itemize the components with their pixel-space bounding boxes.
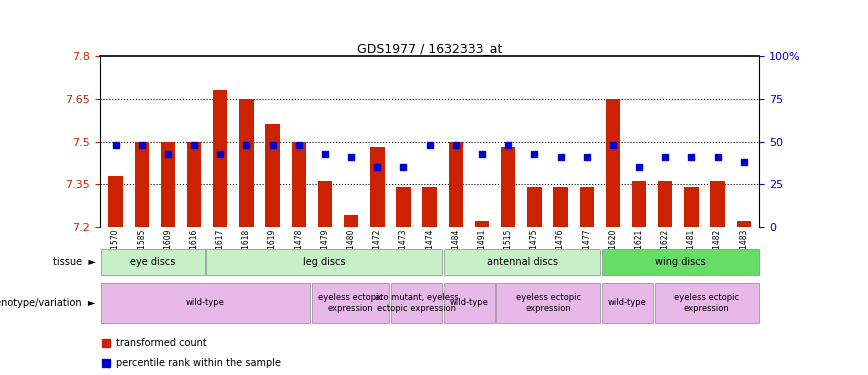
Text: genotype/variation  ►: genotype/variation ► <box>0 298 95 308</box>
Bar <box>527 187 542 227</box>
Bar <box>553 187 568 227</box>
Bar <box>108 176 122 227</box>
Bar <box>391 283 442 322</box>
Text: percentile rank within the sample: percentile rank within the sample <box>116 358 281 368</box>
Bar <box>632 182 647 227</box>
Text: wing discs: wing discs <box>655 256 706 267</box>
Bar <box>101 283 310 322</box>
Text: antennal discs: antennal discs <box>487 256 557 267</box>
Bar <box>187 141 201 227</box>
Bar <box>207 249 442 274</box>
Bar <box>423 187 437 227</box>
Bar <box>240 99 253 227</box>
Bar <box>318 182 332 227</box>
Text: wild-type: wild-type <box>608 298 647 307</box>
Title: GDS1977 / 1632333_at: GDS1977 / 1632333_at <box>357 42 503 55</box>
Bar <box>312 283 389 322</box>
Bar <box>444 249 601 274</box>
Text: eyeless ectopic
expression: eyeless ectopic expression <box>318 293 383 312</box>
Bar <box>684 187 699 227</box>
Bar <box>266 124 279 227</box>
Text: wild-type: wild-type <box>186 298 225 307</box>
Text: eyeless ectopic
expression: eyeless ectopic expression <box>516 293 581 312</box>
Bar <box>292 141 306 227</box>
Bar <box>654 283 759 322</box>
Bar <box>658 182 673 227</box>
Text: eyeless ectopic
expression: eyeless ectopic expression <box>674 293 740 312</box>
Bar <box>135 141 149 227</box>
Bar <box>161 141 175 227</box>
Bar <box>397 187 411 227</box>
Bar <box>496 283 601 322</box>
Text: eye discs: eye discs <box>130 256 175 267</box>
Text: ato mutant, eyeless
ectopic expression: ato mutant, eyeless ectopic expression <box>375 293 458 312</box>
Bar <box>737 221 751 227</box>
Bar <box>602 283 653 322</box>
Bar <box>344 216 358 227</box>
Bar <box>501 147 516 227</box>
Bar <box>475 221 490 227</box>
Bar <box>213 90 227 227</box>
Text: wild-type: wild-type <box>450 298 489 307</box>
Bar <box>101 249 205 274</box>
Text: transformed count: transformed count <box>116 338 207 348</box>
Bar <box>580 187 594 227</box>
Text: tissue  ►: tissue ► <box>53 256 95 267</box>
Bar <box>370 147 385 227</box>
Bar <box>449 141 463 227</box>
Bar <box>444 283 495 322</box>
Bar <box>710 182 725 227</box>
Bar <box>606 99 620 227</box>
Text: leg discs: leg discs <box>303 256 345 267</box>
Bar <box>602 249 759 274</box>
